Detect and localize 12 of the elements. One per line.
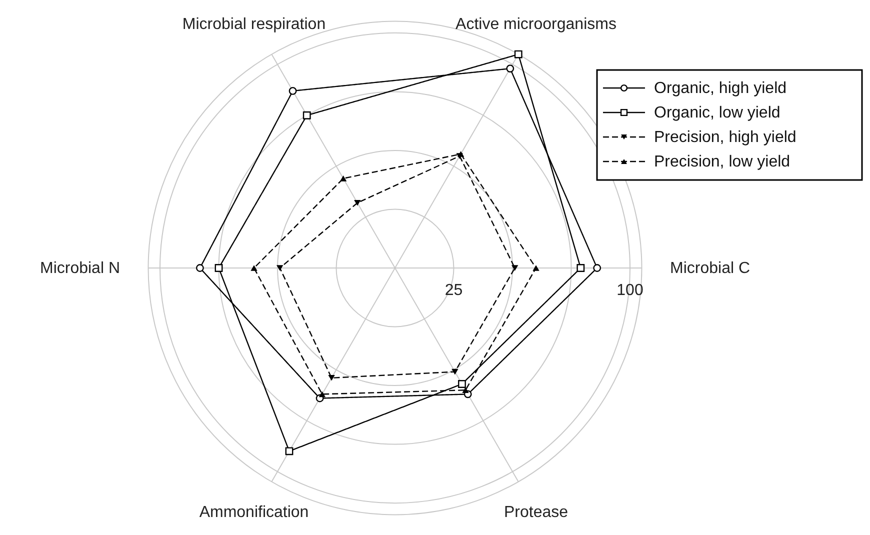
spoke-label: Protease [504,504,568,522]
spoke-label: Microbial N [40,260,120,277]
spoke-label: Active microorganisms [456,16,616,33]
legend-label: Organic, low yield [654,104,780,122]
spoke-label: Microbial respiration [182,16,326,33]
legend-label: Precision, low yield [654,154,790,170]
y-tick-label: 25 [444,282,463,299]
spoke-label: Microbial C [670,260,750,277]
legend-label: Organic, high yield [654,80,787,97]
spoke-label: Ammonification [199,504,309,522]
legend-label: Precision, high yield [654,129,796,146]
y-tick-label: 100 [616,282,644,299]
